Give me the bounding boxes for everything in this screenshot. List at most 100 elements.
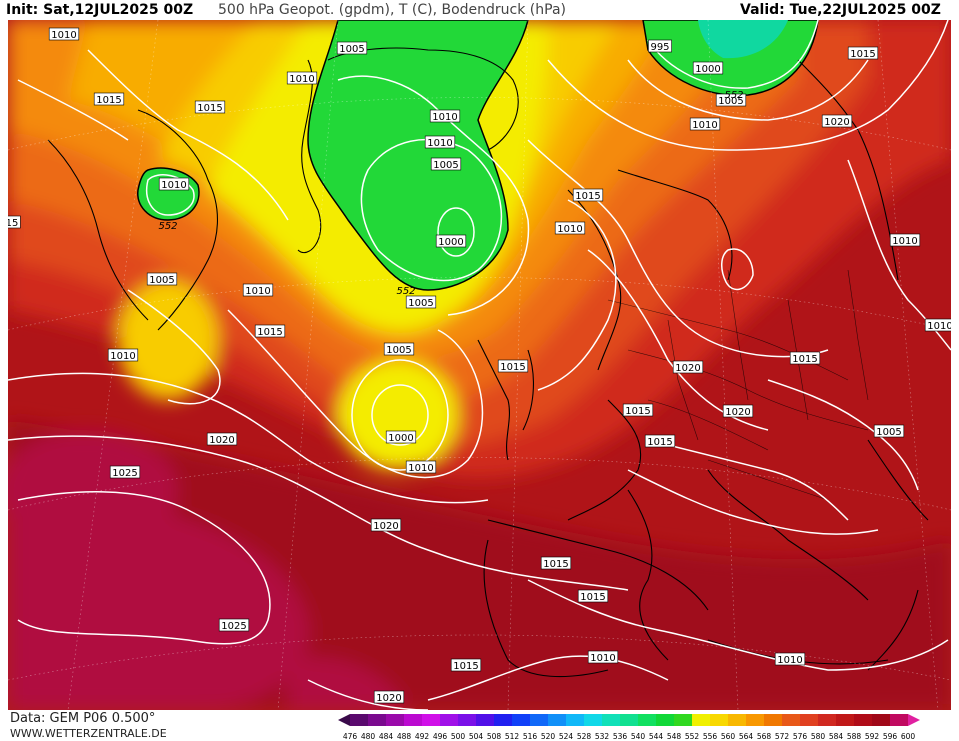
scale-tick-label: 540 <box>631 732 646 741</box>
isobar-label: 1015 <box>847 46 879 60</box>
scale-swatch <box>530 714 548 726</box>
scale-swatch <box>818 714 836 726</box>
scale-swatch <box>350 714 368 726</box>
scale-tick-label: 500 <box>451 732 466 741</box>
svg-text:1000: 1000 <box>438 237 463 248</box>
scale-swatch <box>440 714 458 726</box>
scale-swatch <box>368 714 386 726</box>
svg-text:1005: 1005 <box>149 275 174 286</box>
scale-tick-label: 560 <box>721 732 736 741</box>
isobar-label: 1025 <box>109 465 141 479</box>
svg-text:1025: 1025 <box>112 468 137 479</box>
svg-text:1005: 1005 <box>386 345 411 356</box>
isobar-label: 1015 <box>194 100 226 114</box>
svg-text:1015: 1015 <box>647 437 672 448</box>
color-scale: 476 480 484 488 492 496 500 504 508 512 516 520 524 5… <box>338 714 920 741</box>
isobar-label: 1015 <box>540 556 572 570</box>
scale-swatch <box>620 714 638 726</box>
scale-tick-label: 504 <box>469 732 484 741</box>
scale-swatch <box>710 714 728 726</box>
svg-text:1020: 1020 <box>824 117 849 128</box>
isobar-label: 1010 <box>286 71 318 85</box>
scale-swatch <box>458 714 476 726</box>
isobar-label: 1015 <box>572 188 604 202</box>
chart-footer: Data: GEM P06 0.500° WWW.WETTERZENTRALE.… <box>0 710 959 741</box>
svg-text:1015: 1015 <box>197 103 222 114</box>
scale-swatch <box>476 714 494 726</box>
scale-swatch <box>404 714 422 726</box>
scale-tick-label: 564 <box>739 732 754 741</box>
scale-tick-label: 524 <box>559 732 574 741</box>
scale-swatch <box>872 714 890 726</box>
scale-swatch <box>836 714 854 726</box>
svg-text:1015: 1015 <box>543 559 568 570</box>
scale-tick-label: 528 <box>577 732 592 741</box>
svg-text:1010: 1010 <box>245 286 270 297</box>
scale-tick-label: 552 <box>685 732 700 741</box>
scale-tick-label: 536 <box>613 732 628 741</box>
isobar-label: 1015 <box>789 351 821 365</box>
scale-swatch <box>692 714 710 726</box>
weather-map: 1010 1005 1010 1015 1015 1010 1010 1005 1010 1000… <box>8 20 951 710</box>
svg-text:1010: 1010 <box>427 138 452 149</box>
isobar-label: 1015 <box>622 403 654 417</box>
isobar-label: 1010 <box>405 460 437 474</box>
scale-swatch <box>386 714 404 726</box>
isobar-label: 1010 <box>774 652 806 666</box>
svg-text:1020: 1020 <box>209 435 234 446</box>
scale-swatch <box>674 714 692 726</box>
isobar-label: 995 <box>648 39 672 53</box>
scale-tick-label: 496 <box>433 732 448 741</box>
isobar-label: 1010 <box>429 109 461 123</box>
isobar-label: 1000 <box>435 234 467 248</box>
svg-text:1010: 1010 <box>557 224 582 235</box>
scale-swatch <box>764 714 782 726</box>
isobar-label: 1010 <box>554 221 586 235</box>
scale-swatch <box>512 714 530 726</box>
svg-text:1005: 1005 <box>876 427 901 438</box>
scale-tick-label: 576 <box>793 732 808 741</box>
lat-lon-grid <box>8 20 951 710</box>
scale-tick-label: 572 <box>775 732 790 741</box>
isobar-label: 1020 <box>370 518 402 532</box>
svg-text:1015: 1015 <box>850 49 875 60</box>
scale-tick-label: 568 <box>757 732 772 741</box>
isobar-label: 1015 <box>254 324 286 338</box>
scale-tick-label: 516 <box>523 732 538 741</box>
svg-text:1015: 1015 <box>792 354 817 365</box>
scale-tick-label: 476 <box>343 732 358 741</box>
geopotential-fill <box>8 20 951 710</box>
geopotential-label: 552 <box>396 286 415 297</box>
isobar-label: 1005 <box>383 342 415 356</box>
isobar-label: 1005 <box>873 424 905 438</box>
scale-tick-label: 588 <box>847 732 862 741</box>
svg-text:1010: 1010 <box>408 463 433 474</box>
svg-text:1010: 1010 <box>432 112 457 123</box>
svg-text:1020: 1020 <box>373 521 398 532</box>
isobar-label: 1015 <box>93 92 125 106</box>
scale-swatch <box>854 714 872 726</box>
svg-text:1000: 1000 <box>695 64 720 75</box>
svg-text:1015: 1015 <box>580 592 605 603</box>
isobar-label: 1025 <box>218 618 250 632</box>
isobar-contours <box>8 20 951 710</box>
scale-tick-label: 596 <box>883 732 898 741</box>
geopotential-label: 552 <box>724 90 743 101</box>
svg-text:1010: 1010 <box>590 653 615 664</box>
isobar-label: 1010 <box>924 318 951 332</box>
scale-tick-label: 556 <box>703 732 718 741</box>
chart-header: Init: Sat,12JUL2025 00Z 500 hPa Geopot. … <box>0 0 959 20</box>
svg-text:1010: 1010 <box>777 655 802 666</box>
svg-text:1015: 1015 <box>453 661 478 672</box>
isobar-label: 1000 <box>692 61 724 75</box>
svg-text:1015: 1015 <box>96 95 121 106</box>
svg-text:1010: 1010 <box>110 351 135 362</box>
isobar-label: 1015 <box>577 589 609 603</box>
isobar-labels: 1010 1005 1010 1015 1015 1010 1010 1005 1010 1000… <box>8 27 951 704</box>
scale-swatch <box>746 714 764 726</box>
svg-text:1000: 1000 <box>388 433 413 444</box>
isobar-label: 15 <box>8 215 21 229</box>
svg-text:1010: 1010 <box>892 236 917 247</box>
svg-text:1010: 1010 <box>51 30 76 41</box>
scale-arrow-left <box>338 714 350 726</box>
